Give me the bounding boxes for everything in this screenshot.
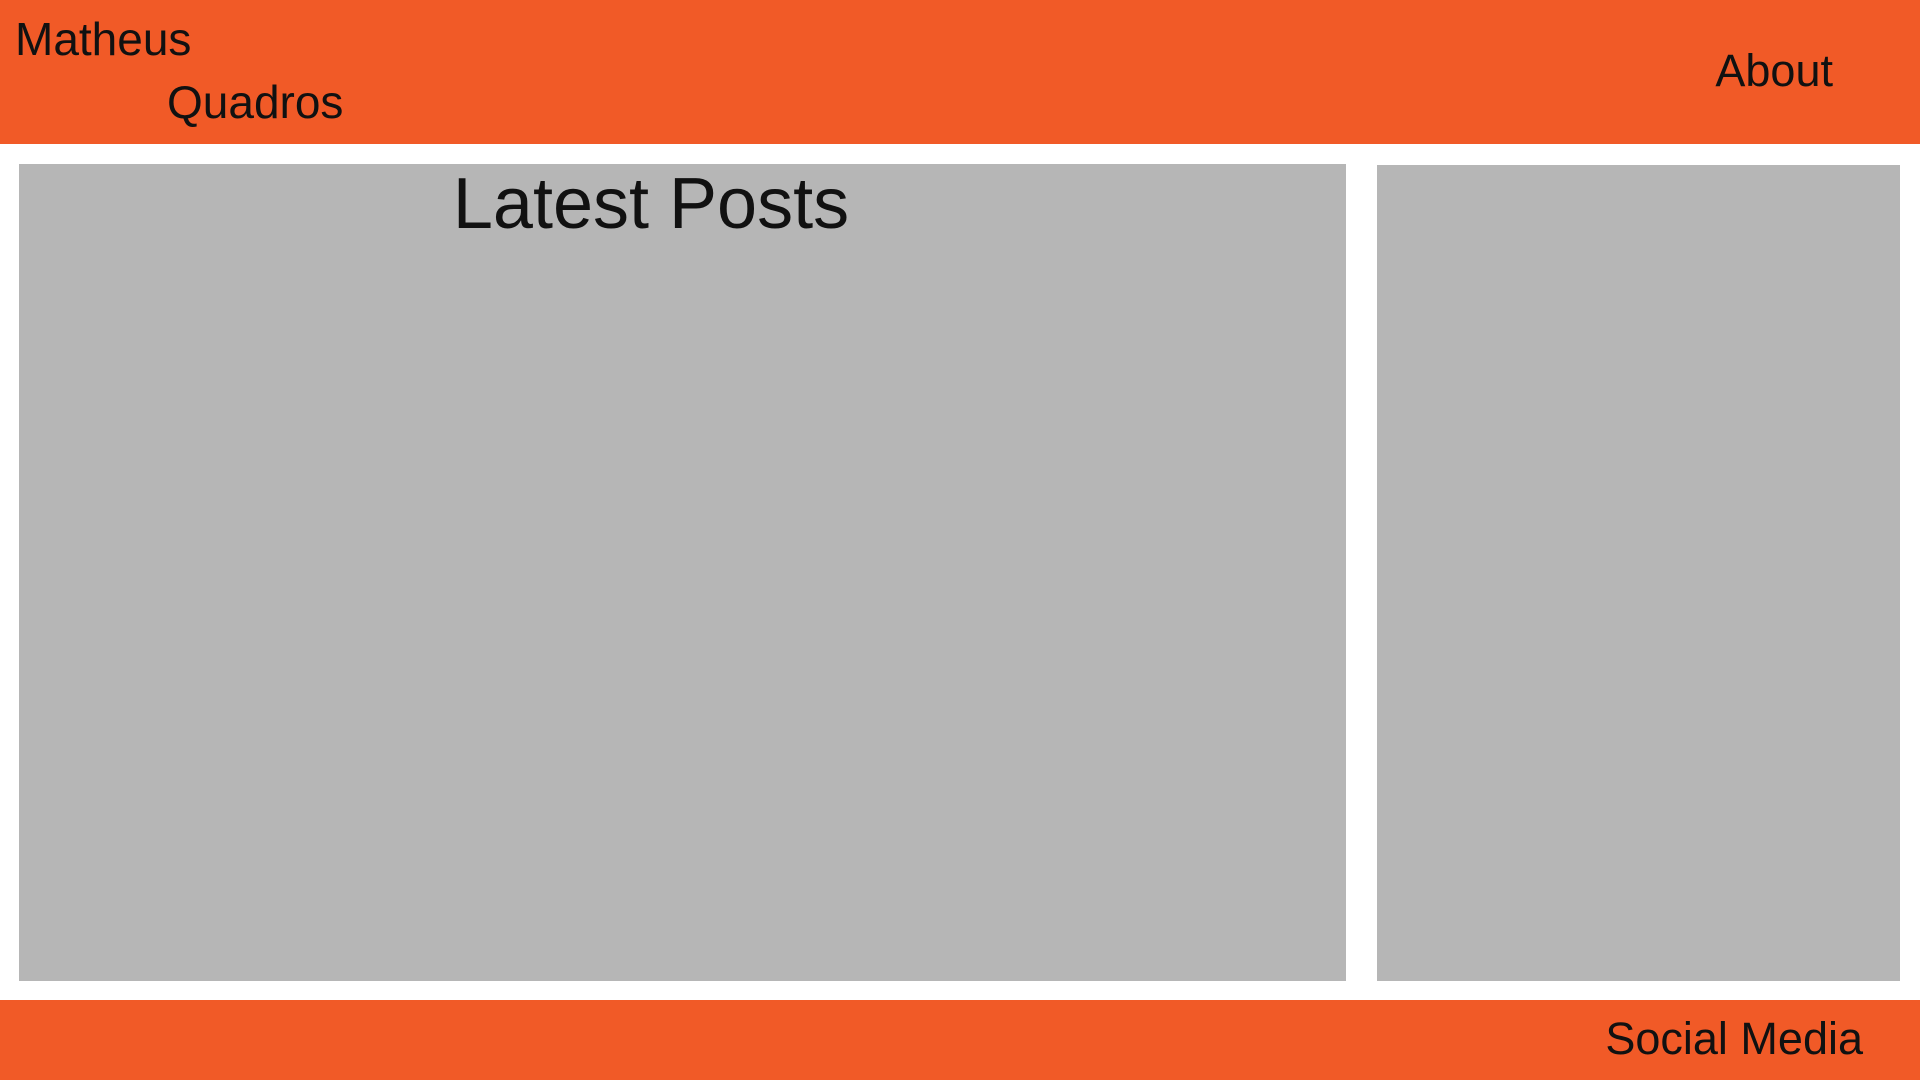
brand-name-first: Matheus [15,13,192,65]
about-link[interactable]: About [1715,45,1833,96]
social-media-link[interactable]: Social Media [1605,1013,1863,1064]
sidebar-panel [1377,165,1900,981]
brand-name-last: Quadros [167,76,344,128]
latest-posts-title: Latest Posts [452,164,850,244]
latest-posts-panel: Latest Posts [19,164,1346,981]
site-header: Matheus Quadros About [0,0,1920,144]
site-footer: Social Media [0,1000,1920,1080]
